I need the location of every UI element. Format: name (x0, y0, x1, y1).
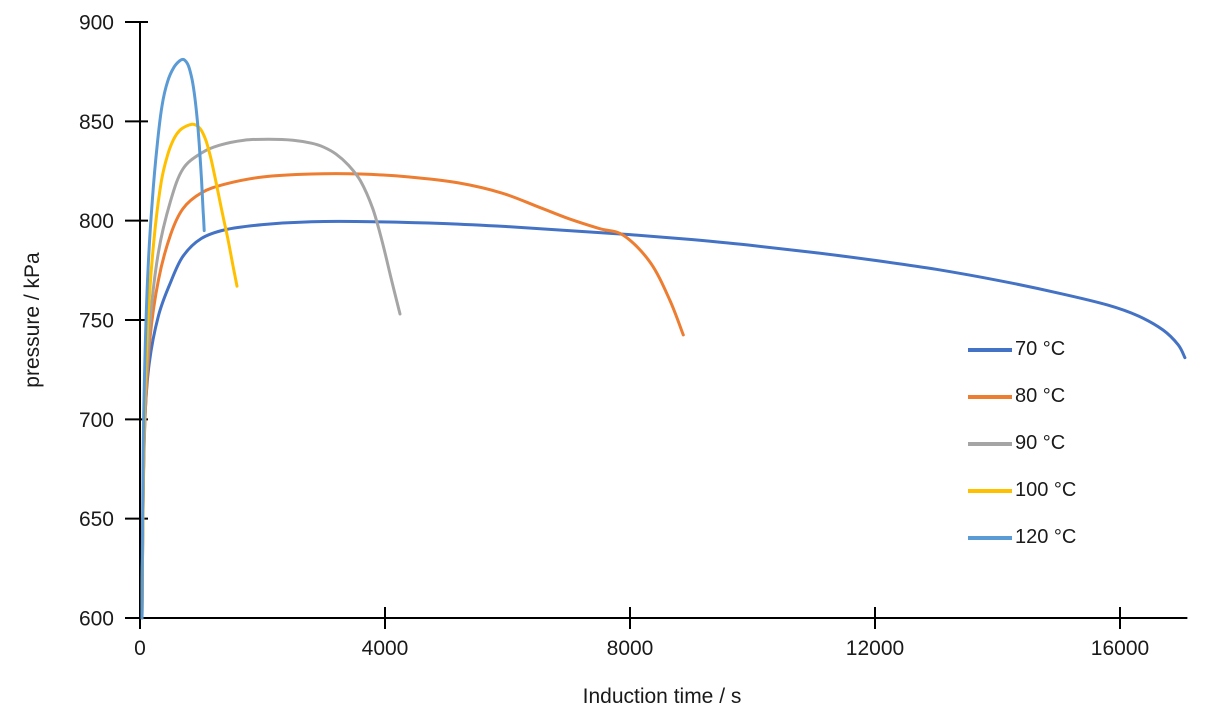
series-line-90c (140, 137, 402, 620)
legend: 70 °C 80 °C 90 °C 100 °C 120 °C (968, 326, 1076, 561)
legend-swatch-100c (968, 488, 1012, 493)
x-tick-label: 0 (134, 637, 146, 660)
x-tick-label: 12000 (846, 637, 904, 660)
legend-label: 100 °C (1015, 479, 1077, 501)
x-axis-title: Induction time / s (582, 685, 742, 708)
legend-item: 100 °C (968, 467, 1076, 514)
x-tick-label: 16000 (1091, 637, 1149, 660)
legend-item: 70 °C (968, 326, 1076, 373)
x-tick-label: 4000 (362, 637, 409, 660)
legend-item: 80 °C (968, 373, 1076, 420)
legend-swatch-80c (968, 394, 1012, 399)
y-tick-label: 650 (79, 508, 114, 531)
legend-swatch-120c (968, 535, 1012, 540)
series-line-100c (140, 122, 239, 620)
y-axis-title: pressure / kPa (21, 252, 44, 388)
legend-item: 120 °C (968, 514, 1076, 561)
y-tick-label: 850 (79, 111, 114, 134)
legend-swatch-90c (968, 441, 1012, 446)
legend-swatch-70c (968, 347, 1012, 352)
x-tick-label: 8000 (607, 637, 654, 660)
legend-label: 120 °C (1015, 526, 1077, 548)
series-line-120c (140, 57, 206, 620)
y-tick-label: 750 (79, 310, 114, 333)
legend-label: 90 °C (1015, 432, 1066, 454)
legend-label: 70 °C (1015, 338, 1066, 360)
y-tick-label: 600 (79, 608, 114, 631)
legend-item: 90 °C (968, 420, 1076, 467)
y-tick-label: 800 (79, 210, 114, 233)
series-line-80c (140, 172, 685, 620)
legend-label: 80 °C (1015, 385, 1066, 407)
y-tick-label: 700 (79, 409, 114, 432)
y-tick-label: 900 (79, 12, 114, 35)
series-line-70c (140, 219, 1187, 620)
